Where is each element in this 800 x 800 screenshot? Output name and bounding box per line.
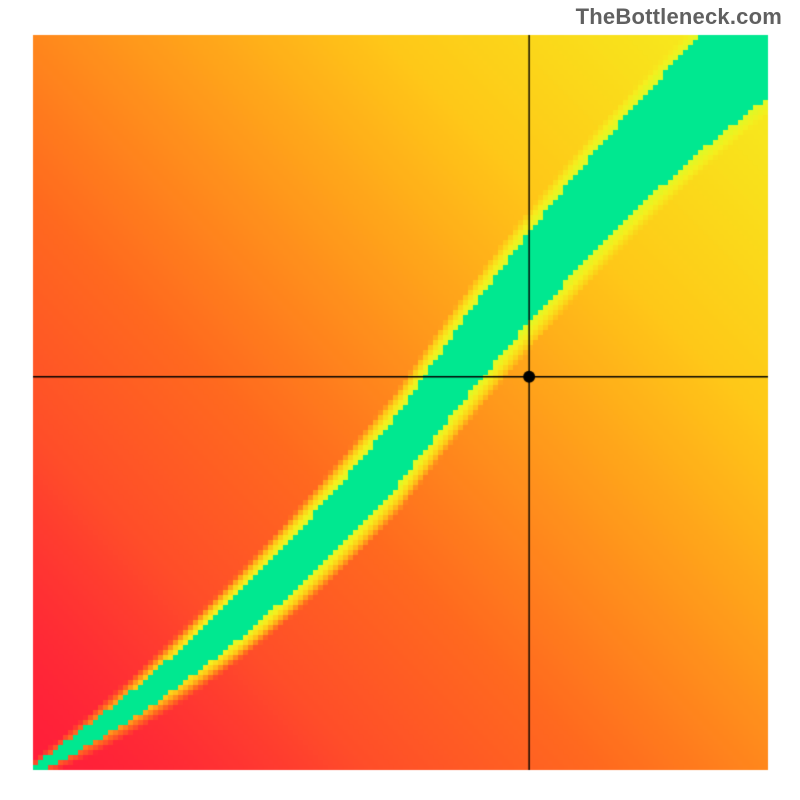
chart-container: TheBottleneck.com (0, 0, 800, 800)
watermark-text: TheBottleneck.com (576, 4, 782, 30)
bottleneck-heatmap (0, 0, 800, 800)
